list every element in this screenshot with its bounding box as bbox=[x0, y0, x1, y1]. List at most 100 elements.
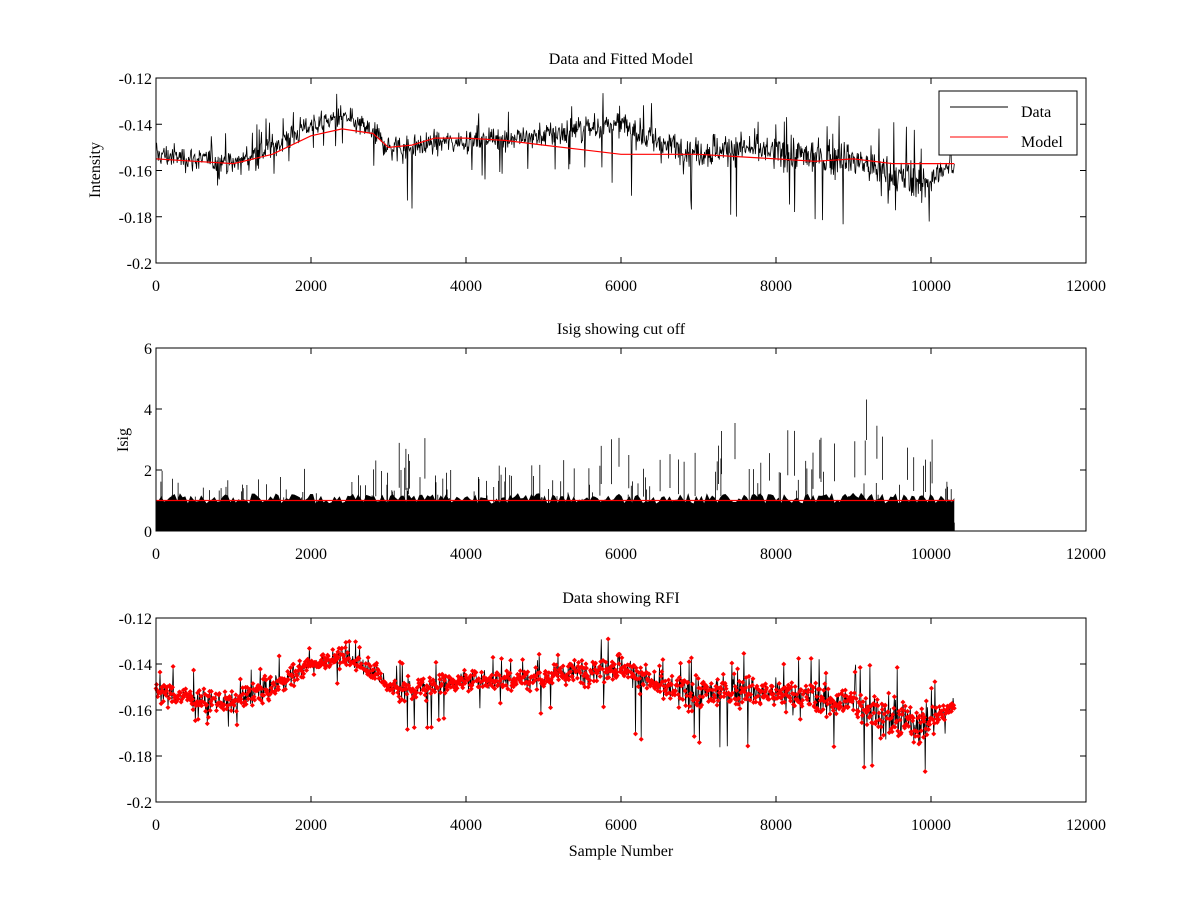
rfi-marker bbox=[437, 676, 443, 682]
rfi-marker bbox=[507, 676, 513, 682]
rfi-marker bbox=[557, 665, 563, 671]
rfi-marker bbox=[335, 649, 341, 655]
rfi-marker bbox=[462, 680, 468, 686]
rfi-marker bbox=[901, 707, 907, 713]
rfi-marker bbox=[936, 717, 942, 723]
rfi-marker bbox=[213, 708, 219, 714]
rfi-marker bbox=[803, 683, 809, 689]
rfi-marker bbox=[266, 697, 272, 703]
rfi-marker bbox=[808, 656, 814, 662]
y-tick-label: 4 bbox=[144, 402, 152, 419]
rfi-marker bbox=[843, 693, 849, 699]
rfi-marker bbox=[378, 670, 384, 676]
rfi-marker bbox=[813, 680, 819, 686]
rfi-marker bbox=[703, 692, 709, 698]
rfi-marker bbox=[798, 686, 804, 692]
rfi-marker bbox=[289, 674, 295, 680]
rfi-marker bbox=[736, 695, 742, 701]
rfi-marker bbox=[781, 699, 787, 705]
rfi-marker bbox=[431, 680, 437, 686]
rfi-marker bbox=[250, 681, 256, 687]
rfi-marker bbox=[666, 690, 672, 696]
rfi-marker bbox=[693, 672, 699, 678]
rfi-marker bbox=[823, 670, 829, 676]
rfi-marker bbox=[906, 723, 912, 729]
rfi-marker bbox=[441, 715, 447, 721]
rfi-marker bbox=[495, 682, 501, 688]
rfi-marker bbox=[191, 667, 197, 673]
rfi-marker bbox=[876, 710, 882, 716]
rfi-marker bbox=[548, 705, 554, 711]
rfi-marker bbox=[864, 722, 870, 728]
rfi-marker bbox=[311, 671, 317, 677]
rfi-marker bbox=[577, 670, 583, 676]
rfi-marker bbox=[741, 689, 747, 695]
rfi-marker bbox=[517, 668, 523, 674]
rfi-marker bbox=[375, 668, 381, 674]
rfi-marker bbox=[851, 690, 857, 696]
rfi-marker bbox=[678, 660, 684, 666]
rfi-marker bbox=[325, 653, 331, 659]
rfi-marker bbox=[694, 702, 700, 708]
rfi-marker bbox=[251, 694, 257, 700]
rfi-marker bbox=[435, 685, 441, 691]
rfi-marker bbox=[737, 706, 743, 712]
rfi-marker bbox=[712, 687, 718, 693]
rfi-marker bbox=[294, 673, 300, 679]
rfi-marker bbox=[699, 702, 705, 708]
rfi-marker bbox=[837, 700, 843, 706]
rfi-marker bbox=[251, 686, 257, 692]
rfi-marker bbox=[439, 681, 445, 687]
rfi-marker bbox=[731, 671, 737, 677]
rfi-marker bbox=[644, 685, 650, 691]
rfi-marker bbox=[507, 670, 513, 676]
rfi-marker bbox=[205, 714, 211, 720]
rfi-marker bbox=[663, 687, 669, 693]
series-layer bbox=[153, 636, 957, 775]
rfi-marker bbox=[875, 703, 881, 709]
rfi-marker bbox=[936, 704, 942, 710]
rfi-marker bbox=[538, 710, 544, 716]
rfi-marker bbox=[922, 769, 928, 775]
rfi-marker bbox=[686, 708, 692, 714]
x-tick-label: 8000 bbox=[760, 278, 792, 295]
rfi-marker bbox=[674, 677, 680, 683]
rfi-marker bbox=[899, 711, 905, 717]
rfi-marker bbox=[587, 677, 593, 683]
rfi-marker bbox=[869, 763, 875, 769]
rfi-marker bbox=[520, 657, 526, 663]
rfi-marker bbox=[891, 694, 897, 700]
rfi-marker bbox=[824, 714, 830, 720]
x-tick-label: 2000 bbox=[295, 278, 327, 295]
rfi-marker bbox=[660, 657, 666, 663]
rfi-marker bbox=[209, 702, 215, 708]
rfi-marker bbox=[720, 671, 726, 677]
rfi-marker bbox=[353, 639, 359, 645]
rfi-marker bbox=[582, 670, 588, 676]
rfi-marker bbox=[827, 711, 833, 717]
rfi-marker bbox=[814, 694, 820, 700]
rfi-marker bbox=[337, 666, 343, 672]
rfi-marker bbox=[897, 711, 903, 717]
rfi-marker bbox=[748, 691, 754, 697]
rfi-marker bbox=[583, 661, 589, 667]
rfi-marker bbox=[465, 688, 471, 694]
rfi-marker bbox=[165, 704, 171, 710]
rfi-marker bbox=[764, 685, 770, 691]
rfi-marker bbox=[571, 665, 577, 671]
rfi-marker bbox=[911, 739, 917, 745]
rfi-marker bbox=[424, 724, 430, 730]
rfi-marker bbox=[460, 685, 466, 691]
rfi-marker bbox=[873, 718, 879, 724]
y-tick-label: -0.2 bbox=[127, 256, 152, 273]
rfi-marker bbox=[263, 677, 269, 683]
rfi-marker bbox=[800, 697, 806, 703]
rfi-marker bbox=[570, 677, 576, 683]
rfi-marker bbox=[719, 686, 725, 692]
rfi-marker bbox=[740, 679, 746, 685]
rfi-marker bbox=[746, 673, 752, 679]
rfi-marker bbox=[753, 699, 759, 705]
rfi-marker bbox=[505, 686, 511, 692]
rfi-marker bbox=[582, 684, 588, 690]
x-tick-label: 6000 bbox=[605, 817, 637, 834]
